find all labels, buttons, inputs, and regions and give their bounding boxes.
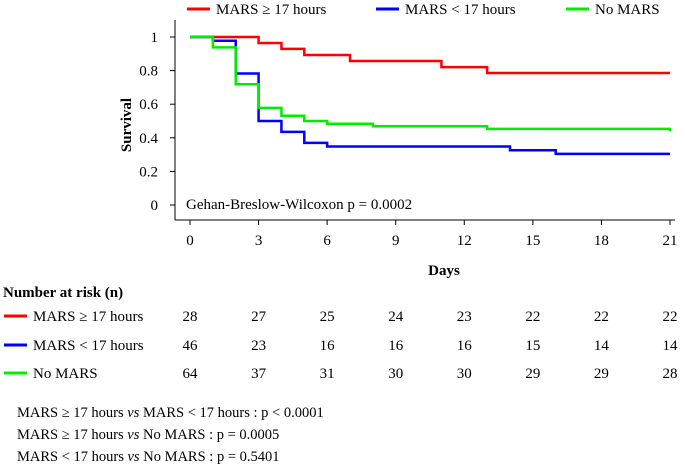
risk-count: 30 — [457, 366, 472, 382]
x-tick-label: 9 — [392, 233, 400, 249]
x-tick-label: 0 — [186, 233, 194, 249]
risk-count: 22 — [525, 309, 540, 325]
risk-count: 14 — [663, 338, 679, 354]
y-axis-label: Survival — [119, 98, 135, 152]
risk-count: 24 — [388, 309, 404, 325]
x-tick-label: 18 — [594, 233, 609, 249]
risk-count: 16 — [320, 338, 336, 354]
comparison-line: MARS ≥ 17 hours vs MARS < 17 hours : p <… — [17, 405, 324, 421]
risk-row-label: MARS < 17 hours — [33, 338, 144, 354]
comparison-line: MARS ≥ 17 hours vs No MARS : p = 0.0005 — [17, 427, 279, 443]
x-tick-label: 12 — [457, 233, 472, 249]
legend-label-no-mars: No MARS — [595, 2, 660, 18]
y-tick-label: 0 — [151, 198, 159, 214]
legend: MARS ≥ 17 hours MARS < 17 hours No MARS — [187, 2, 660, 18]
risk-count: 16 — [388, 338, 404, 354]
risk-count: 25 — [320, 309, 335, 325]
risk-count: 30 — [388, 366, 403, 382]
risk-row-label: MARS ≥ 17 hours — [33, 309, 143, 325]
curve-mars-lt17 — [190, 35, 670, 156]
y-tick-label: 0.2 — [139, 164, 158, 180]
risk-count: 16 — [457, 338, 473, 354]
x-ticks: 0 3 6 9 12 15 18 21 — [186, 220, 678, 249]
risk-count: 23 — [457, 309, 472, 325]
legend-label-mars-lt17: MARS < 17 hours — [405, 2, 516, 18]
risk-table-title: Number at risk (n) — [3, 285, 123, 301]
risk-count: 14 — [594, 338, 610, 354]
risk-count: 28 — [663, 366, 678, 382]
risk-count: 27 — [251, 309, 267, 325]
survival-curves — [190, 35, 672, 156]
risk-count: 23 — [251, 338, 266, 354]
x-tick-label: 15 — [525, 233, 540, 249]
risk-count: 37 — [251, 366, 267, 382]
risk-count: 64 — [183, 366, 199, 382]
risk-count: 46 — [183, 338, 199, 354]
x-axis-label: Days — [428, 263, 460, 279]
curve-mars-ge17 — [190, 35, 670, 75]
x-tick-label: 3 — [255, 233, 263, 249]
test-annotation: Gehan-Breslow-Wilcoxon p = 0.0002 — [186, 197, 412, 213]
axes: 0 0.2 0.4 0.6 0.8 1 0 3 6 9 12 15 18 21 Survival Day… — [119, 20, 678, 279]
risk-row-label: No MARS — [33, 366, 98, 382]
legend-label-mars-ge17: MARS ≥ 17 hours — [216, 2, 326, 18]
risk-count: 15 — [525, 338, 540, 354]
risk-count: 22 — [594, 309, 609, 325]
y-tick-label: 0.4 — [139, 131, 158, 147]
y-tick-label: 1 — [151, 30, 159, 46]
risk-count: 22 — [663, 309, 678, 325]
pairwise-comparisons: MARS ≥ 17 hours vs MARS < 17 hours : p <… — [17, 405, 324, 465]
y-ticks: 0 0.2 0.4 0.6 0.8 1 — [139, 30, 175, 214]
y-tick-label: 0.6 — [139, 97, 158, 113]
risk-count: 31 — [320, 366, 335, 382]
risk-rows: MARS ≥ 17 hours 28 27 25 24 23 22 22 22 MARS < 17… — [4, 309, 678, 382]
risk-count: 28 — [183, 309, 198, 325]
comparison-line: MARS < 17 hours vs No MARS : p = 0.5401 — [17, 449, 280, 465]
y-tick-label: 0.8 — [139, 64, 158, 80]
curve-no-mars — [190, 35, 672, 132]
risk-count: 29 — [525, 366, 540, 382]
risk-table: Number at risk (n) MARS ≥ 17 hours 28 27 25… — [3, 285, 678, 382]
risk-count: 29 — [594, 366, 609, 382]
x-tick-label: 6 — [323, 233, 331, 249]
x-tick-label: 21 — [663, 233, 678, 249]
